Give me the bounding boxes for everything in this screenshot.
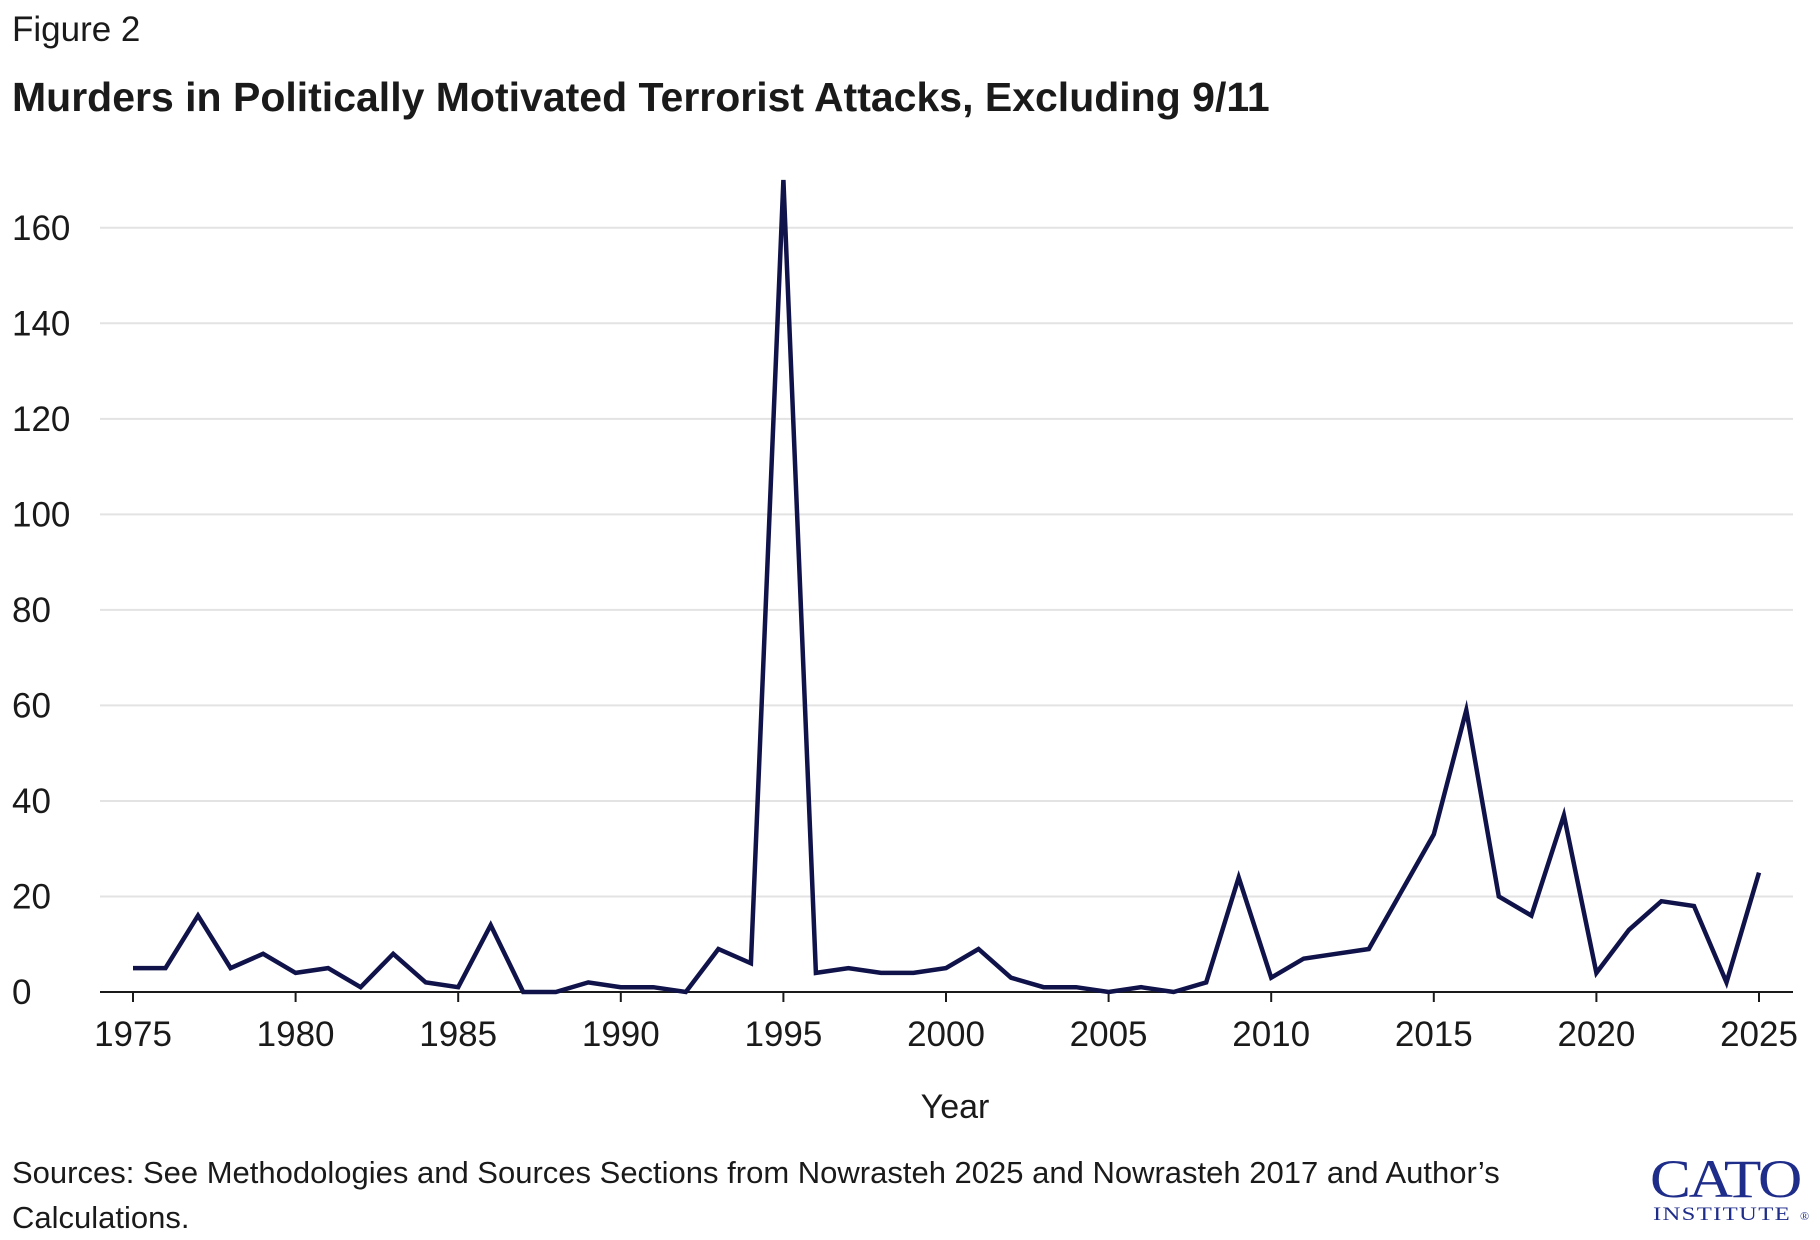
x-tick-label: 2020 <box>1557 1015 1635 1054</box>
x-tick-label: 2005 <box>1070 1015 1148 1054</box>
y-tick-label: 40 <box>12 782 51 821</box>
x-tick-label: 1975 <box>94 1015 172 1054</box>
series-layer <box>133 179 1762 995</box>
y-tick-label: 60 <box>12 686 51 725</box>
y-tick-label: 120 <box>12 400 70 439</box>
x-tick-label: 1985 <box>419 1015 497 1054</box>
source-note: Sources: See Methodologies and Sources S… <box>12 1155 1500 1235</box>
x-tick-label: 2000 <box>907 1015 985 1054</box>
x-tick-label: 2025 <box>1720 1015 1798 1054</box>
registered-mark: ® <box>1800 1209 1809 1223</box>
y-tick-label: 100 <box>12 495 70 534</box>
y-tick-label: 160 <box>12 209 70 248</box>
x-tick-label: 2015 <box>1395 1015 1473 1054</box>
y-axis-tick-labels: 0 20 40 60 80 100 120 140 160 <box>12 209 70 1012</box>
x-axis <box>100 991 1793 1002</box>
y-tick-label: 80 <box>12 591 51 630</box>
cato-institute-logo: CATO INSTITUTE ® <box>1650 1153 1809 1223</box>
series-line <box>133 179 1762 995</box>
y-tick-label: 0 <box>12 973 31 1012</box>
x-tick-label: 1995 <box>744 1015 822 1054</box>
y-tick-label: 140 <box>12 304 70 343</box>
chart-title: Murders in Politically Motivated Terrori… <box>12 74 1270 120</box>
x-tick-label: 1980 <box>257 1015 335 1054</box>
x-tick-label: 1990 <box>582 1015 660 1054</box>
gridlines <box>100 226 1793 898</box>
x-axis-label: Year <box>921 1088 990 1126</box>
x-tick-label: 2010 <box>1232 1015 1310 1054</box>
x-axis-tick-labels: 1975 1980 1985 1990 1995 2000 2005 2010 2015 2020… <box>94 1015 1798 1054</box>
logo-wordmark: CATO <box>1650 1153 1800 1209</box>
logo-subtitle: INSTITUTE <box>1653 1204 1791 1223</box>
figure-label: Figure 2 <box>12 10 141 49</box>
y-tick-label: 20 <box>12 877 51 916</box>
